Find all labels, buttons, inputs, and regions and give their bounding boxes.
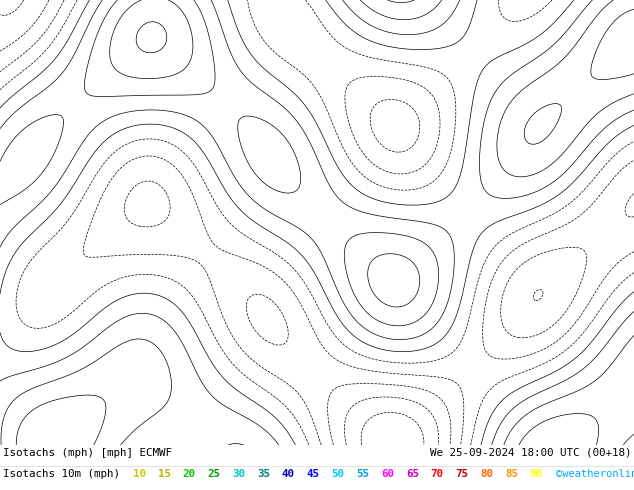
Text: Isotachs (mph) [mph] ECMWF: Isotachs (mph) [mph] ECMWF: [3, 448, 172, 458]
Text: 60: 60: [381, 469, 394, 479]
Text: 20: 20: [183, 469, 196, 479]
Text: 15: 15: [158, 469, 171, 479]
Text: ©weatheronline.co.uk: ©weatheronline.co.uk: [556, 469, 634, 479]
Text: 35: 35: [257, 469, 270, 479]
Text: 90: 90: [530, 469, 543, 479]
Text: 50: 50: [332, 469, 344, 479]
Text: 10: 10: [133, 469, 146, 479]
Text: 40: 40: [281, 469, 295, 479]
Text: 85: 85: [505, 469, 518, 479]
Text: 30: 30: [232, 469, 245, 479]
Text: 70: 70: [430, 469, 444, 479]
Text: 55: 55: [356, 469, 369, 479]
Text: 25: 25: [207, 469, 221, 479]
Text: 45: 45: [307, 469, 320, 479]
Text: 80: 80: [480, 469, 493, 479]
Text: 65: 65: [406, 469, 419, 479]
Text: Isotachs 10m (mph): Isotachs 10m (mph): [3, 469, 120, 479]
Text: 75: 75: [455, 469, 469, 479]
Text: We 25-09-2024 18:00 UTC (00+18): We 25-09-2024 18:00 UTC (00+18): [429, 448, 631, 458]
